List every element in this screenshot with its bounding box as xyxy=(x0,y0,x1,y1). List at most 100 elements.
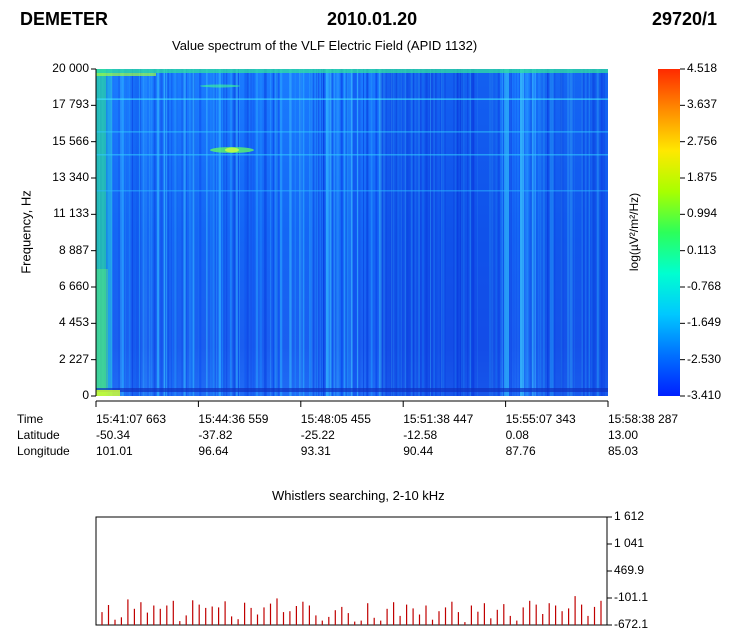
spectral-streak xyxy=(588,69,590,396)
spectral-streak xyxy=(595,69,596,396)
info-cell-time: 15:58:38 287 xyxy=(608,412,679,426)
bright-strip xyxy=(106,69,112,396)
spectral-streak xyxy=(129,69,131,396)
spectral-streak xyxy=(425,69,428,396)
y-tick-label: 15 566 xyxy=(52,133,89,148)
spectral-streak xyxy=(299,69,302,396)
spectral-streak xyxy=(457,69,460,396)
spectral-streak xyxy=(274,69,275,396)
spectral-streak xyxy=(438,69,440,396)
spectral-streak xyxy=(340,69,343,396)
spectral-streak xyxy=(223,69,225,396)
spectral-streak xyxy=(191,69,194,396)
spectral-streak xyxy=(444,69,446,396)
spectral-streak xyxy=(294,69,296,396)
spectral-streak xyxy=(477,69,478,396)
spectral-streak xyxy=(585,69,587,396)
spectral-streak xyxy=(309,69,311,396)
y-tick-label: 20 000 xyxy=(52,61,89,75)
spectral-streak xyxy=(321,69,323,396)
spectral-streak xyxy=(358,69,360,396)
spectral-streak xyxy=(235,69,237,396)
info-cell-longitude: 87.76 xyxy=(505,444,536,458)
horizontal-line xyxy=(96,131,608,133)
bright-strip xyxy=(96,69,106,396)
spectral-streak xyxy=(469,69,471,396)
info-cell-latitude: -25.22 xyxy=(300,428,335,442)
spectral-streak xyxy=(526,69,529,396)
spectral-streak xyxy=(411,69,413,396)
spectral-streak xyxy=(206,69,208,396)
spectral-streak xyxy=(270,69,271,396)
spectral-streak xyxy=(470,69,471,396)
low-activity-region xyxy=(540,69,608,396)
whistler-tick-label: 469.9 xyxy=(614,563,645,577)
spectral-streak xyxy=(163,69,165,396)
spectral-streak xyxy=(598,69,600,396)
spectral-streak xyxy=(386,69,387,396)
bright-strip xyxy=(96,269,108,396)
spectral-streak xyxy=(175,69,178,396)
spectral-streak xyxy=(122,69,124,396)
spectral-streak xyxy=(569,69,571,396)
spectral-streak xyxy=(440,69,441,396)
spectral-streak xyxy=(597,69,599,396)
spectral-streak xyxy=(120,69,122,396)
spectral-streak xyxy=(456,69,459,396)
y-tick-label: 13 340 xyxy=(52,170,89,184)
spectral-streak xyxy=(358,69,362,396)
spectral-streak xyxy=(125,69,127,396)
spectral-streak xyxy=(145,69,147,396)
info-cell-time: 15:48:05 455 xyxy=(300,412,371,426)
info-row-label: Latitude xyxy=(17,428,60,442)
spectral-streak xyxy=(337,69,339,396)
spectral-streak xyxy=(135,69,136,396)
horizontal-line xyxy=(96,154,608,156)
spectral-streak xyxy=(551,69,553,396)
spectral-streak xyxy=(310,69,311,396)
spectral-streak xyxy=(156,69,158,396)
spectral-streak xyxy=(112,69,114,396)
spectral-streak xyxy=(375,69,378,396)
spectral-streak xyxy=(441,69,443,396)
spectral-streak xyxy=(246,69,247,396)
spectral-streak xyxy=(467,69,469,396)
spectral-streak xyxy=(154,69,156,396)
spectral-streak xyxy=(210,69,212,396)
spectral-streak xyxy=(182,69,184,396)
spectral-streak xyxy=(235,69,238,396)
spectral-streak xyxy=(354,69,357,396)
spectral-streak xyxy=(128,69,130,396)
spectral-streak xyxy=(164,69,167,396)
spectral-streak xyxy=(597,69,600,396)
whistler-tick-label: -672.1 xyxy=(614,617,649,631)
spectral-streak xyxy=(193,69,195,396)
spectral-streak xyxy=(404,69,406,396)
spectral-streak xyxy=(129,69,132,396)
spectral-streak xyxy=(500,69,502,396)
spectrogram-axes xyxy=(91,68,609,407)
spectral-streak xyxy=(418,69,421,396)
spectral-streak xyxy=(582,69,585,396)
spectral-streak xyxy=(399,69,401,396)
spectral-streak xyxy=(244,69,247,396)
spectral-streak xyxy=(225,69,228,396)
spectral-streak xyxy=(431,69,433,396)
spectral-streak xyxy=(255,69,258,396)
spectral-streak xyxy=(431,69,432,396)
spectral-streak xyxy=(139,69,141,396)
spectral-streak xyxy=(501,69,502,396)
spectral-streak xyxy=(219,69,222,396)
spectral-streak xyxy=(401,69,402,396)
spectral-streak xyxy=(252,69,255,396)
spectral-streak xyxy=(395,69,398,396)
spectral-streak xyxy=(142,69,145,396)
colorbar-tick-label: 4.518 xyxy=(687,61,718,75)
info-cell-time: 15:51:38 447 xyxy=(403,412,474,426)
spectral-streak xyxy=(547,69,548,396)
spectral-streak xyxy=(334,69,336,396)
spectral-streak xyxy=(550,69,553,396)
spectral-streak xyxy=(601,69,604,396)
colorbar-tick-label: 0.994 xyxy=(687,206,718,221)
